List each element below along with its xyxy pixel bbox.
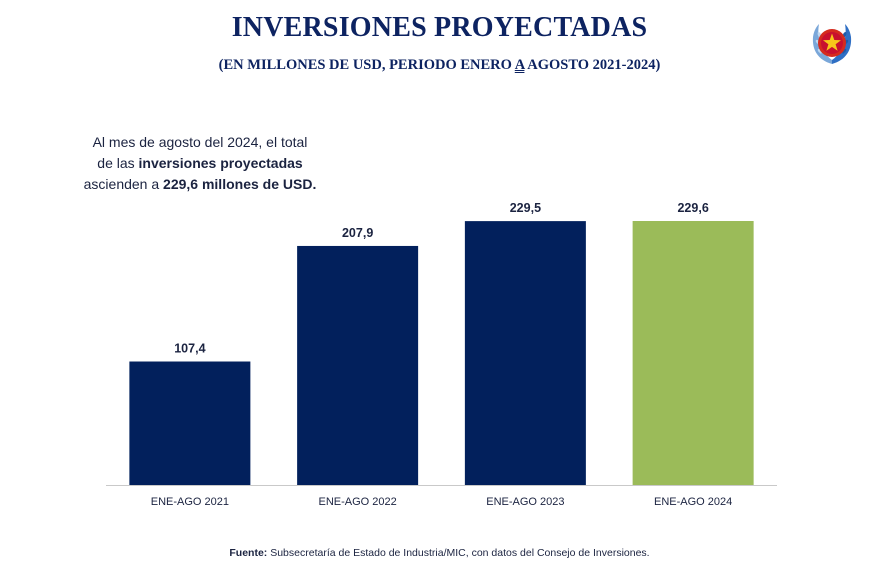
page-title: INVERSIONES PROYECTADAS	[231, 12, 648, 43]
source-text: Subsecretaría de Estado de Industria/MIC…	[267, 547, 650, 559]
source-label: Fuente:	[229, 547, 268, 559]
note-line-2-bold: inversiones proyectadas	[138, 155, 303, 171]
bar-ene-ago-2024	[632, 221, 754, 485]
x-tick-label: ENE-AGO 2021	[151, 496, 229, 508]
note-line-3-bold: 229,6 millones de USD.	[163, 176, 317, 192]
paraguay-emblem-icon	[812, 24, 852, 64]
data-label: 229,5	[510, 201, 541, 215]
x-tick-label: ENE-AGO 2022	[318, 496, 396, 508]
data-label: 207,9	[342, 226, 373, 240]
bar-ene-ago-2023	[464, 221, 586, 485]
note-line-3: ascienden a 229,6 millones de USD.	[60, 174, 340, 195]
data-label: 229,6	[677, 201, 708, 215]
summary-note: Al mes de agosto del 2024, el total de l…	[60, 132, 340, 195]
bar-ene-ago-2022	[297, 245, 419, 485]
x-tick-label: ENE-AGO 2023	[486, 496, 564, 508]
bar-ene-ago-2021	[129, 361, 251, 485]
note-line-1: Al mes de agosto del 2024, el total	[92, 134, 308, 150]
note-line-2-text: de las	[97, 155, 139, 171]
subtitle-underlined-a: A	[514, 57, 525, 73]
note-line-3-text: ascienden a	[83, 176, 164, 192]
subtitle-text-start: (EN MILLONES DE USD, PERIODO ENERO	[218, 57, 515, 73]
data-label: 107,4	[174, 342, 205, 356]
source-footnote: Fuente: Subsecretaría de Estado de Indus…	[0, 547, 879, 559]
x-tick-label: ENE-AGO 2024	[654, 496, 732, 508]
subtitle-text-end: AGOSTO 2021-2024)	[524, 57, 661, 73]
page-subtitle: (EN MILLONES DE USD, PERIODO ENERO A AGO…	[0, 57, 879, 74]
note-line-2: de las inversiones proyectadas	[60, 153, 340, 174]
